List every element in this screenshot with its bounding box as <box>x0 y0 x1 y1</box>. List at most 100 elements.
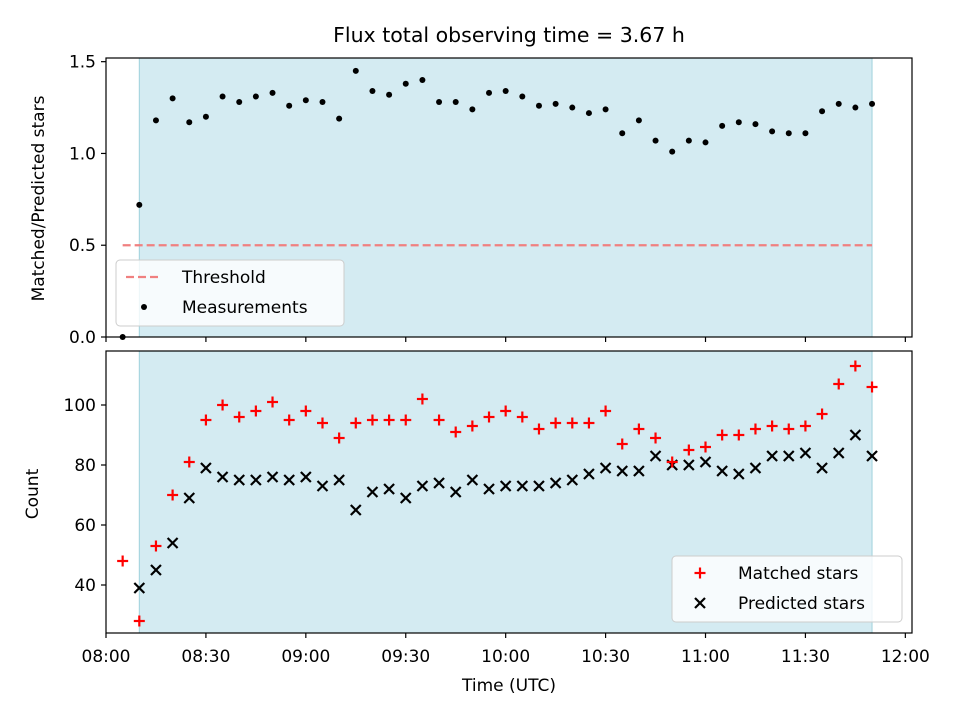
y-tick-label: 40 <box>74 576 96 596</box>
measurement-point <box>419 77 426 84</box>
predicted-star-point <box>516 480 529 492</box>
legend-label: Predicted stars <box>738 594 865 614</box>
predicted-star-point <box>333 474 345 486</box>
measurement-point <box>719 122 726 129</box>
predicted-star-point <box>466 474 479 486</box>
x-tick-label: 08:30 <box>181 647 230 667</box>
predicted-star-point <box>866 450 878 462</box>
measurement-point <box>486 89 493 96</box>
matched-star-point <box>233 411 245 423</box>
measurement-point <box>152 117 159 124</box>
matched-star-point <box>433 414 445 426</box>
matched-star-point <box>117 555 129 567</box>
predicted-star-point <box>633 465 645 477</box>
x-tick-label: 10:00 <box>481 647 530 667</box>
measurement-point <box>319 99 326 106</box>
ratio-panel-frame <box>105 57 913 338</box>
measurement-point <box>302 97 309 104</box>
count-y-axis: 40 60 80 100 <box>64 396 106 596</box>
count-legend: Matched stars Predicted stars <box>671 555 903 623</box>
matched-star-point <box>366 414 378 426</box>
predicted-star-point <box>150 564 162 576</box>
matched-star-point <box>516 411 528 423</box>
matched-star-point <box>400 414 412 426</box>
legend-box <box>115 259 345 327</box>
measurement-point <box>685 137 692 144</box>
predicted-star-point <box>566 474 579 486</box>
x-tick-label: 11:30 <box>781 647 830 667</box>
measurement-point <box>819 108 826 115</box>
predicted-star-point <box>699 456 712 468</box>
count-y-label: Count <box>23 468 43 519</box>
matched-star-point <box>650 432 662 444</box>
measurement-point <box>752 121 759 128</box>
matched-star-point <box>849 360 861 372</box>
measurement-point <box>535 102 542 109</box>
matched-star-point <box>333 432 345 444</box>
measurement-point <box>202 113 209 120</box>
matched-star-point <box>150 540 162 552</box>
measurement-point <box>502 88 509 95</box>
measurement-point <box>852 104 859 111</box>
y-tick-label: 100 <box>64 396 96 416</box>
matched-star-point <box>500 405 512 417</box>
predicted-star-point <box>366 486 379 498</box>
ratio-y-axis: 0.0 0.5 1.0 1.5 <box>69 53 106 348</box>
measurement-point <box>835 100 842 107</box>
measurement-point <box>585 110 592 117</box>
y-tick-label: 0.0 <box>69 328 96 348</box>
y-tick-label: 0.5 <box>69 236 96 256</box>
matched-star-point <box>183 456 195 468</box>
predicted-star-point <box>433 477 445 489</box>
predicted-star-point <box>383 483 395 495</box>
matched-star-point <box>783 423 795 435</box>
predicted-star-point <box>683 459 695 471</box>
matched-star-point <box>550 417 562 429</box>
measurement-point <box>652 137 659 144</box>
matched-star-point <box>300 405 312 417</box>
measurement-point <box>269 89 276 96</box>
predicted-star-point <box>816 462 828 474</box>
predicted-star-point <box>616 465 629 477</box>
predicted-star-point <box>449 486 462 498</box>
matched-star-point <box>700 441 712 453</box>
legend-label: Threshold <box>181 268 266 288</box>
y-tick-label: 1.5 <box>69 53 96 73</box>
predicted-star-point <box>133 582 146 594</box>
predicted-star-point <box>799 447 812 459</box>
x-tick-label: 09:00 <box>281 647 330 667</box>
matched-star-point <box>450 426 462 438</box>
matched-star-point <box>816 408 828 420</box>
ratio-panel: 0.0 0.5 1.0 1.5 Matched/Predicted stars Thr… <box>29 53 913 348</box>
predicted-star-point <box>250 474 262 486</box>
measurement-point <box>252 93 259 100</box>
predicted-star-point <box>766 450 778 462</box>
chart-title: Flux total observing time = 3.67 h <box>333 23 685 47</box>
matched-star-point <box>250 405 262 417</box>
measurement-point <box>669 148 676 155</box>
predicted-star-point <box>399 492 412 504</box>
measurement-point <box>569 104 576 111</box>
matched-star-point <box>133 615 145 627</box>
x-tick-label: 11:00 <box>681 647 730 667</box>
predicted-star-point <box>599 462 612 474</box>
matched-star-point <box>633 423 645 435</box>
x-tick-label: 10:30 <box>581 647 630 667</box>
matched-star-point <box>167 489 179 501</box>
predicted-star-point <box>649 450 662 462</box>
measurement-point <box>369 88 376 95</box>
matched-star-point <box>383 414 395 426</box>
predicted-star-point <box>350 504 362 516</box>
matched-star-point <box>600 405 612 417</box>
matched-star-point <box>267 396 279 408</box>
x-axis-label: Time (UTC) <box>461 676 556 696</box>
legend-label: Matched stars <box>738 564 858 584</box>
predicted-star-point <box>483 483 495 495</box>
predicted-star-point <box>416 480 429 492</box>
predicted-star-point <box>782 450 795 462</box>
predicted-star-point <box>849 429 862 441</box>
legend-predicted-swatch <box>694 597 706 609</box>
measurement-point <box>219 93 226 100</box>
measurement-point <box>136 201 143 208</box>
x-tick-label: 09:30 <box>381 647 430 667</box>
